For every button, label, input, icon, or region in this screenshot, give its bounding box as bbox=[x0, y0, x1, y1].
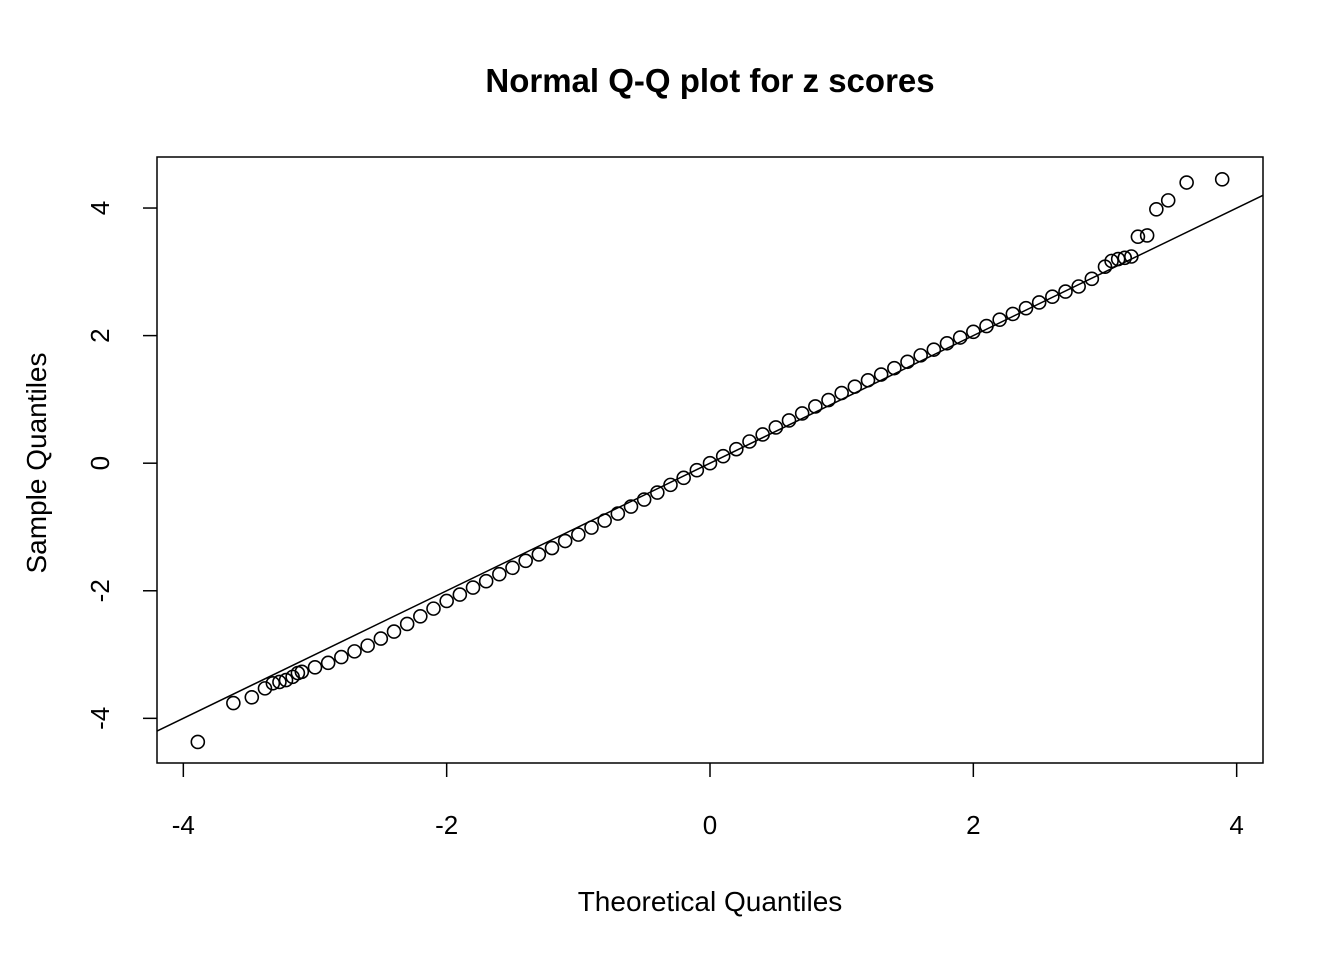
data-point bbox=[913, 348, 928, 363]
data-point bbox=[1179, 175, 1194, 190]
data-point bbox=[979, 318, 994, 334]
x-tick-label: -2 bbox=[435, 810, 458, 840]
data-point bbox=[834, 385, 849, 401]
x-tick-label: 4 bbox=[1229, 810, 1243, 840]
data-point bbox=[808, 399, 823, 414]
plot-frame bbox=[156, 156, 1264, 764]
data-point bbox=[531, 547, 547, 562]
data-point bbox=[190, 734, 206, 750]
data-point bbox=[1084, 271, 1100, 287]
data-point bbox=[900, 354, 915, 370]
data-point bbox=[518, 553, 533, 569]
data-point bbox=[1018, 300, 1034, 316]
y-axis-title: Sample Quantiles bbox=[21, 352, 52, 573]
data-point bbox=[1214, 172, 1230, 187]
data-point bbox=[781, 413, 797, 428]
y-tick-label: -4 bbox=[85, 707, 115, 730]
data-point bbox=[505, 560, 520, 576]
data-point bbox=[873, 367, 889, 382]
data-point bbox=[702, 455, 718, 471]
data-point bbox=[1045, 289, 1060, 304]
data-point bbox=[373, 631, 389, 646]
y-tick-label: 4 bbox=[85, 201, 115, 215]
data-point bbox=[1071, 279, 1086, 294]
data-point bbox=[478, 573, 494, 589]
data-point bbox=[278, 672, 294, 688]
data-point bbox=[992, 312, 1007, 327]
data-point bbox=[257, 681, 273, 696]
data-point bbox=[887, 360, 902, 376]
data-point bbox=[689, 462, 705, 478]
data-point bbox=[544, 540, 560, 556]
data-point bbox=[413, 608, 428, 624]
data-point bbox=[426, 601, 441, 616]
x-tick-label: -4 bbox=[172, 810, 195, 840]
data-point bbox=[729, 441, 744, 457]
data-point bbox=[1130, 229, 1146, 245]
data-point bbox=[571, 527, 586, 542]
data-point bbox=[715, 448, 731, 464]
data-point bbox=[452, 587, 468, 602]
data-point bbox=[584, 520, 599, 535]
data-point bbox=[636, 492, 652, 507]
y-tick-label: -2 bbox=[85, 579, 115, 602]
data-point bbox=[307, 660, 323, 675]
data-point bbox=[966, 324, 981, 340]
data-point bbox=[926, 342, 942, 357]
data-point bbox=[347, 644, 362, 659]
data-point bbox=[610, 506, 626, 521]
data-point bbox=[663, 477, 678, 493]
data-point bbox=[399, 616, 415, 632]
data-point bbox=[386, 624, 402, 639]
data-point bbox=[768, 420, 784, 435]
data-point bbox=[1160, 193, 1176, 208]
data-point bbox=[1117, 250, 1133, 266]
data-point bbox=[492, 566, 507, 582]
data-point bbox=[557, 533, 573, 549]
data-point bbox=[1031, 295, 1047, 310]
data-point bbox=[320, 655, 336, 671]
y-tick-label: 0 bbox=[85, 456, 115, 470]
data-point bbox=[439, 593, 454, 609]
x-axis-title: Theoretical Quantiles bbox=[578, 886, 843, 917]
data-point bbox=[742, 434, 757, 449]
data-point bbox=[294, 664, 310, 680]
reference-line bbox=[156, 194, 1264, 732]
data-point bbox=[465, 580, 481, 595]
data-point bbox=[847, 379, 863, 394]
data-point bbox=[360, 638, 375, 653]
data-point bbox=[334, 649, 349, 665]
data-point bbox=[1124, 249, 1139, 264]
data-point bbox=[623, 499, 639, 514]
x-tick-label: 2 bbox=[966, 810, 980, 840]
data-point bbox=[265, 675, 281, 691]
data-point bbox=[952, 330, 968, 345]
data-point bbox=[755, 427, 770, 442]
data-point bbox=[939, 335, 955, 351]
chart-title: Normal Q-Q plot for z scores bbox=[485, 62, 934, 99]
data-point bbox=[1104, 253, 1119, 269]
data-point bbox=[597, 513, 612, 528]
data-point bbox=[1005, 306, 1021, 322]
data-point bbox=[794, 406, 810, 421]
data-point bbox=[244, 689, 260, 705]
data-point bbox=[860, 372, 876, 388]
data-point bbox=[1139, 228, 1155, 243]
data-point bbox=[272, 674, 287, 690]
data-point bbox=[676, 470, 691, 486]
y-tick-label: 2 bbox=[85, 328, 115, 342]
data-point bbox=[1149, 202, 1164, 217]
data-point bbox=[226, 695, 241, 711]
data-point bbox=[650, 485, 665, 500]
data-point bbox=[821, 392, 836, 408]
data-point bbox=[1058, 284, 1073, 299]
x-tick-label: 0 bbox=[703, 810, 717, 840]
